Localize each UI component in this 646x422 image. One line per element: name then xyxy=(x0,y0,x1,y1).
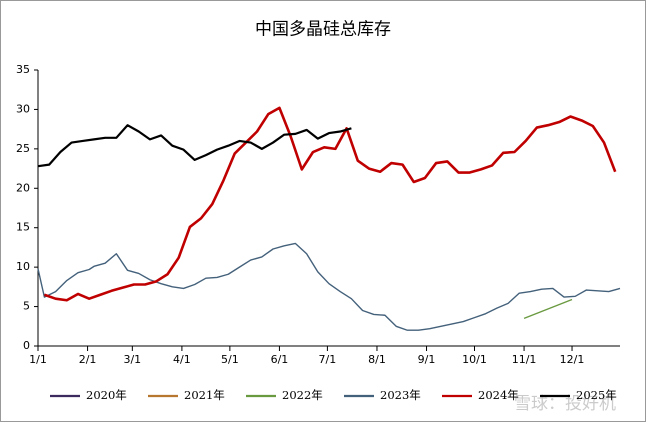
legend-label: 2022年 xyxy=(282,388,323,402)
x-tick-label: 3/1 xyxy=(123,353,141,366)
watermark: 雪球：投好机 xyxy=(514,394,616,414)
series-line xyxy=(37,124,352,168)
y-tick-label: 10 xyxy=(16,260,30,273)
y-tick-label: 30 xyxy=(16,102,30,115)
x-tick-label: 12/1 xyxy=(560,353,585,366)
y-tick-label: 5 xyxy=(23,300,30,313)
y-tick-label: 25 xyxy=(16,142,30,155)
y-tick-label: 20 xyxy=(16,181,30,194)
legend-label: 2023年 xyxy=(380,388,421,402)
legend-label: 2021年 xyxy=(184,388,225,402)
x-tick-label: 11/1 xyxy=(512,353,537,366)
series-line xyxy=(523,298,573,320)
x-tick-label: 4/1 xyxy=(173,353,191,366)
x-tick-label: 7/1 xyxy=(319,353,337,366)
x-tick-label: 10/1 xyxy=(462,353,487,366)
x-tick-label: 6/1 xyxy=(271,353,289,366)
x-tick-label: 8/1 xyxy=(368,353,386,366)
legend-label: 2025年 xyxy=(576,388,617,402)
x-tick-label: 2/1 xyxy=(79,353,97,366)
y-tick-label: 15 xyxy=(16,221,30,234)
y-tick-label: 35 xyxy=(16,63,30,76)
x-tick-label: 1/1 xyxy=(29,353,47,366)
series-line xyxy=(43,106,617,302)
x-tick-label: 5/1 xyxy=(221,353,239,366)
x-tick-label: 9/1 xyxy=(418,353,436,366)
series-line xyxy=(37,242,621,331)
chart-title: 中国多晶硅总库存 xyxy=(255,20,391,40)
legend-label: 2024年 xyxy=(478,388,519,402)
legend-label: 2020年 xyxy=(86,388,127,402)
y-tick-label: 0 xyxy=(23,339,30,352)
